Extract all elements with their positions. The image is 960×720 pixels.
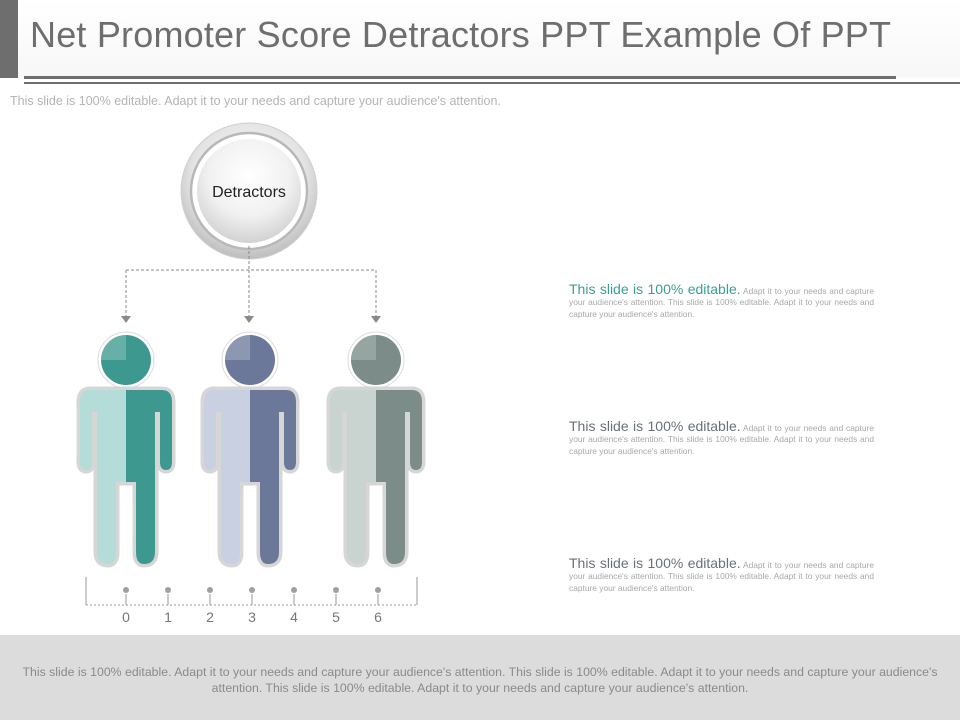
scale-tick-dot — [249, 587, 255, 593]
detractors-label: Detractors — [212, 184, 286, 201]
scale-tick-dot — [333, 587, 339, 593]
scale-tick-dot — [165, 587, 171, 593]
description-lead: This slide is 100% editable. — [569, 555, 741, 571]
description-block-3: This slide is 100% editable. Adapt it to… — [569, 556, 874, 594]
scale-tick-label: 2 — [206, 609, 214, 625]
detractors-diagram: Detractors 0 1 2 3 4 5 6 — [0, 120, 540, 640]
scale-ticks: 0 1 2 3 4 5 6 — [122, 587, 382, 625]
scale-tick-label: 5 — [332, 609, 340, 625]
scale-tick-label: 4 — [290, 609, 298, 625]
connector-arrows — [121, 316, 381, 323]
description-block-1: This slide is 100% editable. Adapt it to… — [569, 282, 874, 320]
diagram-svg: Detractors 0 1 2 3 4 5 6 — [76, 122, 426, 625]
description-lead: This slide is 100% editable. — [569, 418, 741, 434]
slide-subtitle: This slide is 100% editable. Adapt it to… — [10, 94, 501, 108]
scale-tick-dot — [291, 587, 297, 593]
description-body: Adapt it to your needs and capture your … — [569, 286, 874, 319]
title-bar — [18, 0, 960, 78]
scale-tick-dot — [375, 587, 381, 593]
scale-tick-label: 0 — [122, 609, 130, 625]
description-body: Adapt it to your needs and capture your … — [569, 423, 874, 456]
scale-tick-label: 3 — [248, 609, 256, 625]
description-lead: This slide is 100% editable. — [569, 281, 741, 297]
person-figure-2 — [200, 331, 300, 568]
title-underline-secondary — [24, 82, 960, 84]
detractors-node: Detractors — [180, 122, 318, 260]
people-layer — [76, 331, 426, 568]
title-accent-bar — [0, 0, 18, 78]
scale-tick-label: 1 — [164, 609, 172, 625]
title-underline — [24, 76, 896, 79]
slide-title: Net Promoter Score Detractors PPT Exampl… — [30, 14, 892, 55]
person-figure-3 — [326, 331, 426, 568]
person-figure-1 — [76, 331, 176, 568]
description-block-2: This slide is 100% editable. Adapt it to… — [569, 419, 874, 457]
scale-tick-label: 6 — [374, 609, 382, 625]
description-body: Adapt it to your needs and capture your … — [569, 560, 874, 593]
footer-band: This slide is 100% editable. Adapt it to… — [0, 635, 960, 720]
footer-text: This slide is 100% editable. Adapt it to… — [22, 665, 938, 696]
scale-tick-dot — [207, 587, 213, 593]
connector-lines — [125, 246, 377, 316]
scale-tick-dot — [123, 587, 129, 593]
